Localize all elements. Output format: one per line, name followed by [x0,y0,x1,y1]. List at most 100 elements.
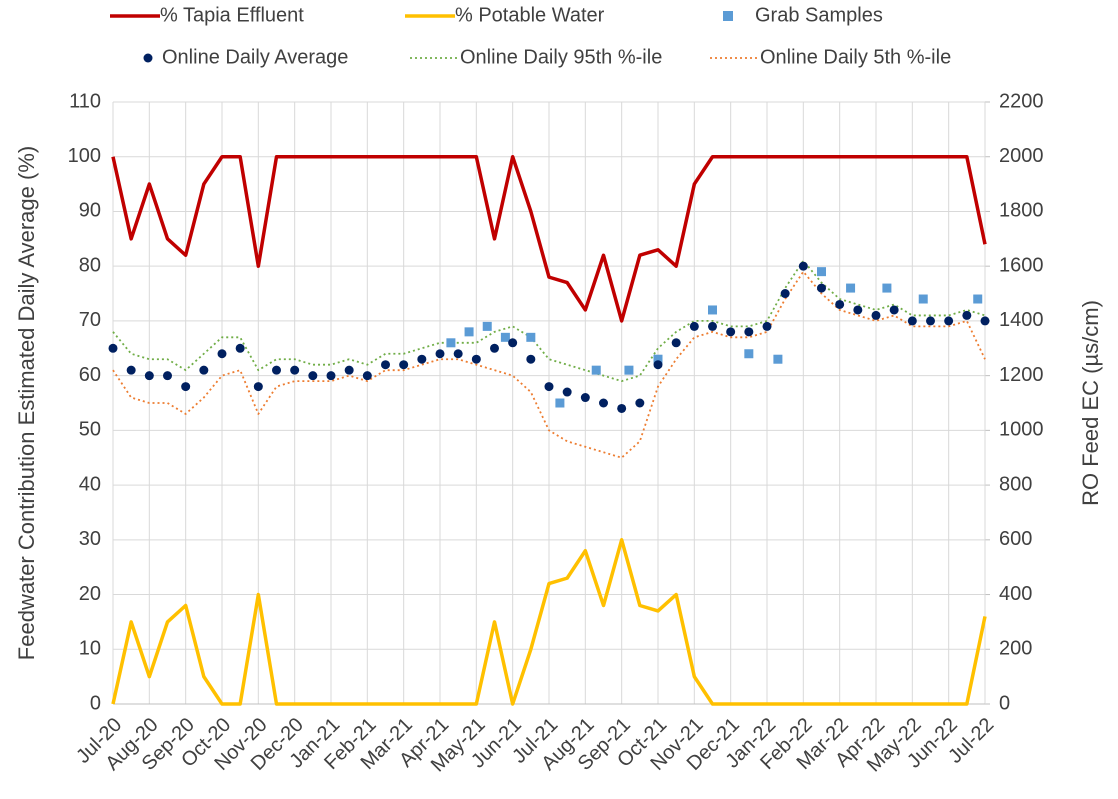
y2-tick-label: 1000 [999,419,1044,441]
online-point [744,327,754,337]
y-tick-label: 80 [79,254,101,276]
online-point [635,398,645,408]
grab-sample [773,354,783,364]
online-point [780,289,790,299]
online-point [671,338,681,348]
online-point [381,360,390,370]
online-point [907,316,917,326]
legend-label: Online Daily 5th %-ile [760,46,951,68]
grab-sample [624,365,634,375]
online-point [126,365,136,375]
legend-label: % Potable Water [455,4,605,26]
online-point [453,349,463,359]
legend-swatch [143,53,153,63]
online-point [962,310,972,320]
online-point [926,316,935,326]
y-axis-title: Feedwater Contribution Estimated Daily A… [14,146,39,660]
online-point [617,403,627,413]
online-point [399,360,409,370]
grab-sample [591,365,601,375]
online-point [708,321,717,331]
online-point [726,327,736,337]
online-point [272,365,281,375]
online-point [290,365,300,375]
online-point [235,343,245,353]
online-point [344,365,354,375]
legend-label: Grab Samples [755,4,883,26]
y-tick-label: 100 [68,145,101,167]
online-point [108,343,118,353]
online-point [181,382,191,392]
series-line [112,259,986,383]
online-point [417,354,427,364]
legend-label: Online Daily Average [162,46,348,68]
y-tick-label: 70 [79,309,101,331]
y-tick-label: 90 [79,200,101,222]
online-point [435,349,445,359]
online-point [163,371,172,381]
y2-tick-label: 200 [999,638,1032,660]
y2-tick-label: 800 [999,473,1032,495]
online-point [526,354,536,364]
grab-sample [846,283,856,293]
y-tick-label: 10 [79,638,101,660]
online-point [798,261,808,271]
y2-tick-label: 2000 [999,145,1044,167]
online-point [689,321,699,331]
grab-sample [708,305,717,315]
y-tick-label: 40 [79,473,101,495]
online-point [853,305,863,315]
online-point [980,316,990,326]
grab-sample [482,321,492,331]
series-line [111,538,987,706]
online-point [762,321,772,331]
grab-sample [918,294,928,304]
online-point [562,387,572,397]
grab-sample [555,398,565,408]
grab-sample [882,283,892,293]
y2-tick-label: 1600 [999,254,1044,276]
online-point [253,382,263,392]
series-line [112,270,986,459]
online-point [508,338,518,348]
online-point [471,354,481,364]
grab-sample [446,338,456,348]
y2-tick-label: 2200 [999,90,1044,112]
series-line [111,154,987,323]
online-point [599,398,608,408]
y2-tick-label: 400 [999,583,1032,605]
grab-sample [500,332,510,342]
y-tick-label: 110 [69,90,101,112]
y2-tick-label: 1800 [999,200,1044,222]
online-point [817,283,826,293]
online-point [835,299,845,309]
online-point [326,371,336,381]
y-tick-label: 30 [79,528,101,550]
grab-sample [653,354,663,364]
online-point [217,349,227,359]
y2-axis-title: RO Feed EC (µs/cm) [1078,300,1103,506]
y-tick-label: 20 [79,583,101,605]
y2-tick-label: 1200 [999,364,1044,386]
y-tick-label: 0 [90,692,101,714]
online-point [308,371,318,381]
online-point [362,371,372,381]
online-point [889,305,899,315]
y-tick-label: 50 [79,419,101,441]
grab-sample [973,294,983,304]
online-point [199,365,209,375]
y2-tick-label: 0 [999,692,1010,714]
online-point [871,310,881,320]
y-tick-label: 60 [79,364,101,386]
y2-tick-label: 600 [999,528,1032,550]
grab-sample [817,267,826,277]
online-point [544,382,554,392]
online-point [490,343,499,353]
grab-sample [464,327,474,337]
legend-swatch [723,11,733,21]
grab-sample [526,332,536,342]
online-point [144,371,154,381]
y2-tick-label: 1400 [999,309,1044,331]
online-point [944,316,954,326]
